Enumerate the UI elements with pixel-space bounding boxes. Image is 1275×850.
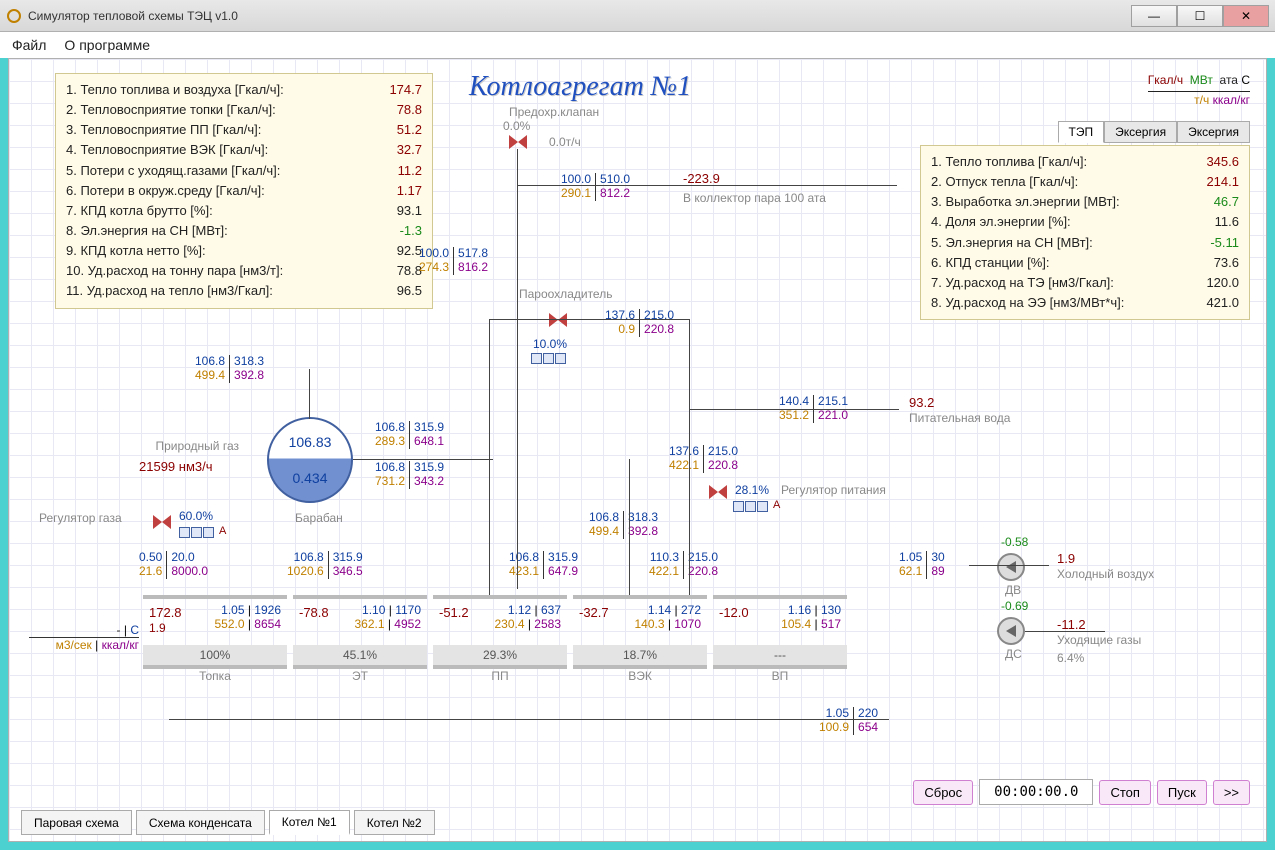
collector-label: В коллектор пара 100 ата — [683, 191, 826, 205]
exhaust-val: -11.2 — [1057, 617, 1086, 632]
exhaust-label: Уходящие газы — [1057, 633, 1141, 647]
dp-bottom: 1.05100.9 220654 — [819, 707, 878, 735]
titlebar: Симулятор тепловой схемы ТЭЦ v1.0 — ☐ ✕ — [0, 0, 1275, 32]
dp-drum-r1: 106.8289.3 315.9648.1 — [375, 421, 444, 449]
tab-boiler-2[interactable]: Котел №2 — [354, 810, 435, 835]
bottom-tabs: Паровая схема Схема конденсата Котел №1 … — [21, 810, 435, 835]
safety-valve-flow: 0.0т/ч — [549, 135, 581, 149]
fan-ds-val: -0.69 — [1001, 599, 1028, 613]
minimize-button[interactable]: — — [1131, 5, 1177, 27]
fan-ds-icon — [997, 617, 1025, 645]
tab-exergy-1[interactable]: Эксергия — [1104, 121, 1177, 143]
fan-ds-label: ДС — [1005, 647, 1022, 661]
drum-level: 0.434 — [292, 470, 327, 486]
heat-row: 172.8 1.9 1.05 | 1926 552.0 | 8654 100% … — [143, 595, 1146, 669]
dp-row-topka: 0.5021.6 20.08000.0 — [139, 551, 208, 579]
units-legend: Гкал/ч МВт ата С т/ч ккал/кг — [1148, 73, 1250, 108]
window-title: Симулятор тепловой схемы ТЭЦ v1.0 — [28, 9, 1131, 23]
dp-row-pp: 106.8423.1 315.9647.9 — [509, 551, 578, 579]
right-stats-panel: 1. Тепло топлива [Гкал/ч]:345.62. Отпуск… — [920, 145, 1250, 320]
fan-dv-label: ДВ — [1005, 583, 1021, 597]
dp-row-vek: 110.3422.1 215.0220.8 — [649, 551, 718, 579]
drum-icon: 106.83 0.434 — [267, 417, 353, 503]
stop-button[interactable]: Стоп — [1099, 780, 1150, 805]
dp-cooler: 137.60.9 215.0220.8 — [605, 309, 674, 337]
start-button[interactable]: Пуск — [1157, 780, 1207, 805]
fan-dv-val: -0.58 — [1001, 535, 1028, 549]
safety-valve-icon[interactable] — [509, 135, 527, 149]
boiler-title: Котлоагрегат №1 — [469, 71, 691, 103]
steam-heat-delta: -223.9 — [683, 171, 720, 186]
left-units: - | С м3/сек | ккал/кг — [29, 623, 139, 652]
feed-regulator-label: Регулятор питания — [781, 483, 886, 497]
exhaust-pct: 6.4% — [1057, 651, 1084, 665]
cooler-label: Пароохладитель — [519, 287, 612, 301]
safety-valve-pct: 0.0% — [503, 119, 530, 133]
feed-indicators — [733, 501, 768, 512]
maximize-button[interactable]: ☐ — [1177, 5, 1223, 27]
gas-indicators — [179, 527, 214, 538]
cold-air-val: 1.9 — [1057, 551, 1075, 566]
app-icon — [6, 8, 22, 24]
dp-feed2: 137.6422.1 215.0220.8 — [669, 445, 738, 473]
tab-steam-scheme[interactable]: Паровая схема — [21, 810, 132, 835]
cooler-pct: 10.0% — [533, 337, 567, 351]
cooler-valve-icon[interactable] — [549, 313, 567, 327]
dp-drum-top: 106.8499.4 318.3392.8 — [195, 355, 264, 383]
close-button[interactable]: ✕ — [1223, 5, 1269, 27]
tab-exergy-2[interactable]: Эксергия — [1177, 121, 1250, 143]
tab-condensate-scheme[interactable]: Схема конденсата — [136, 810, 265, 835]
dp-row-vp: 1.0562.1 3089 — [899, 551, 945, 579]
dp-steam-out: 100.0290.1 510.0812.2 — [561, 173, 630, 201]
menu-file[interactable]: Файл — [12, 37, 46, 53]
dp-mid: 100.0274.3 517.8816.2 — [419, 247, 488, 275]
sim-timer: 00:00:00.0 — [979, 779, 1093, 805]
tab-tep[interactable]: ТЭП — [1058, 121, 1105, 143]
diagram-canvas: Котлоагрегат №1 Предохр.клапан Гкал/ч МВ… — [8, 58, 1267, 842]
fwd-button[interactable]: >> — [1213, 780, 1250, 805]
cold-air-label: Холодный воздух — [1057, 567, 1154, 581]
gas-label: Природный газ — [119, 439, 239, 453]
drum-label: Барабан — [295, 511, 343, 525]
sim-controls: Сброс 00:00:00.0 Стоп Пуск >> — [913, 779, 1250, 805]
feed-valve-icon[interactable] — [709, 485, 727, 499]
feed-label: Питательная вода — [909, 411, 1010, 425]
safety-valve-label: Предохр.клапан — [509, 105, 599, 119]
dp-midL: 106.8499.4 318.3392.8 — [589, 511, 658, 539]
reset-button[interactable]: Сброс — [913, 780, 973, 805]
drum-pressure: 106.83 — [289, 434, 332, 450]
app-window: Симулятор тепловой схемы ТЭЦ v1.0 — ☐ ✕ … — [0, 0, 1275, 850]
left-stats-panel: 1. Тепло топлива и воздуха [Гкал/ч]:174.… — [55, 73, 433, 309]
cooler-indicators — [531, 353, 566, 364]
menubar: Файл О программе — [0, 32, 1275, 58]
gas-regulator-label: Регулятор газа — [39, 511, 122, 525]
fan-dv-icon — [997, 553, 1025, 581]
gas-flow: 21599 нм3/ч — [139, 459, 213, 474]
dp-drum-r2: 106.8731.2 315.9343.2 — [375, 461, 444, 489]
tab-boiler-1[interactable]: Котел №1 — [269, 810, 350, 835]
feed-pct: 28.1% — [735, 483, 769, 497]
gas-reg-pct: 60.0% — [179, 509, 213, 523]
right-panel-tabs: ТЭП Эксергия Эксергия — [1058, 121, 1250, 143]
feed-val: 93.2 — [909, 395, 934, 410]
dp-row-et: 106.81020.6 315.9346.5 — [287, 551, 363, 579]
gas-valve-icon[interactable] — [153, 515, 171, 529]
menu-about[interactable]: О программе — [64, 37, 150, 53]
